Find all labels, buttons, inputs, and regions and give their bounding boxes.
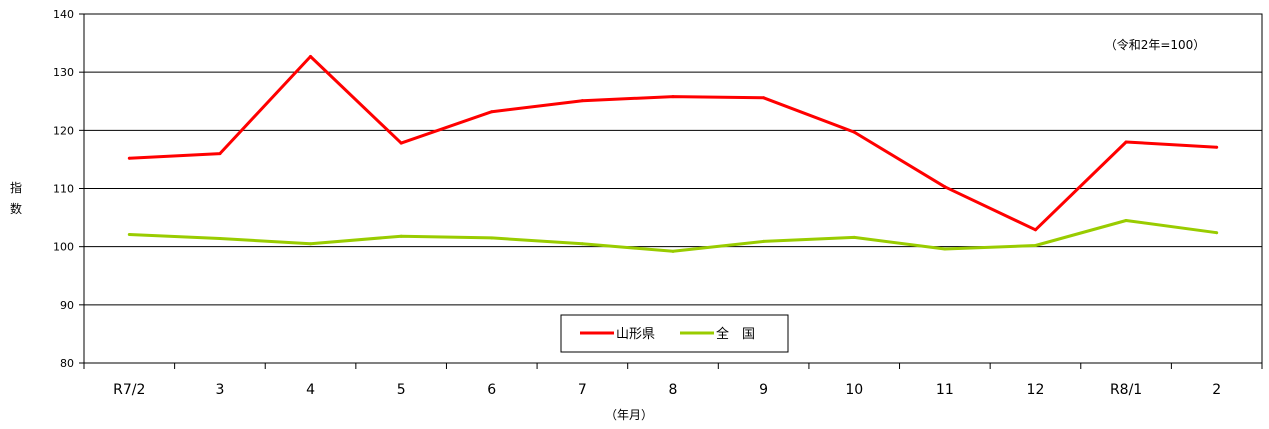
x-tick-label: 9 (759, 382, 768, 398)
x-tick-label: R8/1 (1110, 382, 1142, 398)
y-tick-label: 120 (53, 124, 74, 137)
x-tick-label: 12 (1027, 382, 1045, 398)
data-point (852, 130, 856, 134)
y-axis-ticks: 80 90 100 110 120 130 140 (53, 8, 84, 370)
data-point (309, 242, 313, 246)
legend-label: 全 国 (716, 326, 755, 342)
legend: 山形県 全 国 (560, 314, 789, 353)
data-point (671, 249, 675, 253)
y-tick-label: 130 (53, 66, 74, 79)
gridlines (84, 13, 1262, 364)
data-point (490, 110, 494, 114)
data-point (1124, 218, 1128, 222)
data-point (580, 99, 584, 103)
legend-label: 山形県 (616, 327, 655, 342)
svg-text:指: 指 (10, 180, 22, 195)
series-lines (127, 54, 1219, 253)
x-axis-label: （年月） (605, 408, 653, 422)
data-point (671, 95, 675, 99)
data-point (580, 242, 584, 246)
plot-frame (83, 13, 1263, 364)
y-tick-label: 110 (53, 183, 74, 196)
data-point (762, 239, 766, 243)
data-point (943, 185, 947, 189)
svg-text:数: 数 (10, 201, 22, 216)
series-line-1 (129, 55, 1217, 232)
data-point (762, 96, 766, 100)
y-axis-label: 指 数 (10, 180, 22, 216)
x-tick-label: 4 (306, 382, 315, 398)
data-point (490, 236, 494, 240)
data-point (1033, 228, 1037, 232)
data-point (127, 156, 131, 160)
data-point (399, 141, 403, 145)
data-point (943, 247, 947, 251)
x-axis-ticks: R7/2 3 4 5 6 7 8 9 10 11 12 R8/1 2 (83, 363, 1263, 398)
data-point (399, 234, 403, 238)
x-tick-label: 11 (936, 382, 954, 398)
x-tick-label: 2 (1212, 382, 1221, 398)
x-tick-label: 7 (578, 382, 587, 398)
y-tick-label: 90 (60, 299, 74, 312)
x-tick-label: 8 (669, 382, 678, 398)
data-point (1215, 231, 1219, 235)
x-tick-label: R7/2 (113, 382, 145, 398)
y-tick-label: 100 (53, 241, 74, 254)
data-point (1124, 140, 1128, 144)
y-tick-label: 140 (53, 8, 74, 21)
data-point (1033, 244, 1037, 248)
data-point (1215, 145, 1219, 149)
x-tick-label: 10 (845, 382, 863, 398)
x-tick-label: 5 (397, 382, 406, 398)
data-point (218, 237, 222, 241)
x-tick-label: 3 (215, 382, 224, 398)
x-tick-label: 6 (487, 382, 496, 398)
data-point (127, 232, 131, 236)
y-tick-label: 80 (60, 357, 74, 370)
annotation: （令和2年=100） (1105, 37, 1206, 52)
data-point (218, 152, 222, 156)
data-point (852, 235, 856, 239)
data-point (309, 54, 313, 58)
